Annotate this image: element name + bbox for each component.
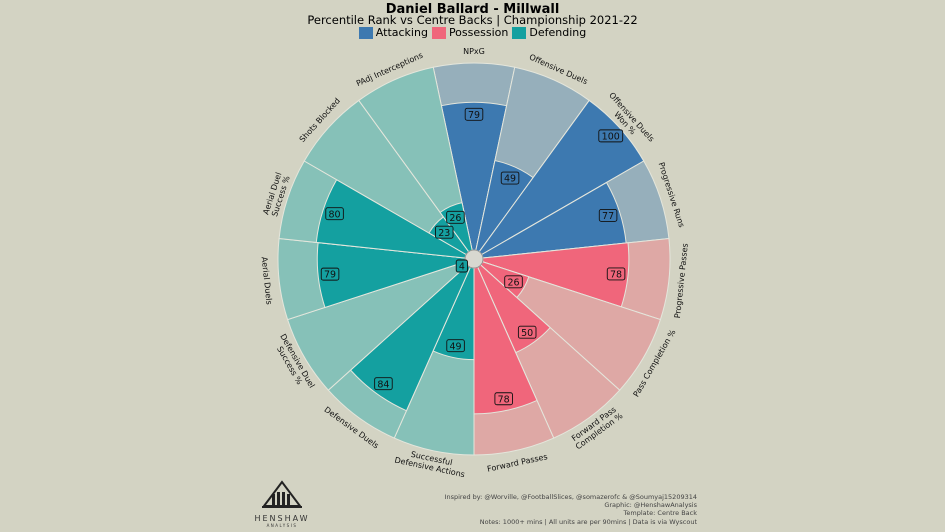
chart-subtitle: Percentile Rank vs Centre Backs | Champi… — [307, 13, 638, 27]
svg-text:78: 78 — [610, 270, 622, 281]
value-label-forward-passes: 78 — [494, 392, 513, 405]
value-label-successful-defensive-actions: 49 — [446, 339, 465, 352]
svg-text:23: 23 — [438, 228, 450, 239]
value-label-defensive-duels: 84 — [374, 377, 393, 390]
category-label-aerial-duels: Aerial Duels — [260, 256, 274, 305]
note-units: Notes: 1000+ mins | All units are per 90… — [479, 517, 697, 526]
value-label-npxg: 79 — [464, 107, 484, 121]
logo-text: HENSHAW — [254, 514, 310, 523]
logo-subtext: ANALYSIS — [266, 523, 298, 528]
value-label-progressive-runs: 77 — [598, 208, 618, 222]
svg-text:49: 49 — [450, 341, 462, 352]
value-label-offensive-duels: 49 — [500, 171, 520, 185]
notes: Inspired by: @Worville, @FootballSlices,… — [445, 493, 697, 526]
value-label-pass-completion-pct: 26 — [504, 275, 523, 288]
svg-text:4: 4 — [459, 262, 465, 273]
legend-label-possession: Possession — [448, 26, 509, 39]
note-graphic: Graphic: @HenshawAnalysis — [604, 501, 697, 510]
value-label-offensive-duels-won-pct: 100 — [598, 129, 624, 142]
svg-text:84: 84 — [377, 379, 389, 390]
chart-title: Daniel Ballard - Millwall — [385, 2, 560, 17]
category-label-progressive-passes: Progressive Passes — [673, 243, 690, 319]
value-label-aerial-duel-success-pct: 80 — [325, 207, 344, 220]
value-label-aerial-duels: 79 — [320, 267, 340, 281]
legend-label-defending: Defending — [529, 26, 587, 39]
svg-text:50: 50 — [521, 328, 533, 339]
legend-swatch-possession — [431, 26, 446, 39]
legend-label-attacking: Attacking — [375, 26, 428, 39]
center-circle — [464, 249, 484, 269]
category-label-npxg: NPxG — [463, 47, 485, 56]
category-label-forward-passes: Forward Passes — [486, 452, 548, 474]
legend: Attacking Possession Defending — [0, 26, 945, 39]
legend-swatch-defending — [512, 26, 527, 39]
svg-text:77: 77 — [602, 211, 614, 222]
legend-item-possession: Possession — [431, 26, 509, 39]
value-label-progressive-passes: 78 — [606, 267, 626, 281]
svg-text:100: 100 — [602, 131, 620, 142]
legend-swatch-attacking — [358, 26, 373, 39]
svg-text:49: 49 — [504, 174, 516, 185]
legend-item-attacking: Attacking — [358, 26, 428, 39]
note-inspired: Inspired by: @Worville, @FootballSlices,… — [444, 493, 697, 501]
value-label-forward-pass-completion-pct: 50 — [517, 325, 537, 339]
henshaw-logo: HENSHAW ANALYSIS — [244, 480, 320, 528]
value-label-padj-interceptions: 26 — [446, 210, 465, 224]
svg-text:79: 79 — [468, 110, 480, 121]
value-label-defensive-duel-success-pct: 4 — [455, 259, 468, 273]
value-label-shots-blocked: 23 — [435, 225, 454, 239]
legend-item-defending: Defending — [512, 26, 586, 39]
svg-text:80: 80 — [329, 209, 341, 220]
svg-text:26: 26 — [449, 213, 461, 224]
svg-text:79: 79 — [324, 270, 336, 281]
svg-text:26: 26 — [507, 277, 519, 288]
svg-text:78: 78 — [498, 394, 510, 405]
logo-icon — [262, 480, 302, 508]
note-template: Template: Centre Back — [623, 509, 698, 518]
